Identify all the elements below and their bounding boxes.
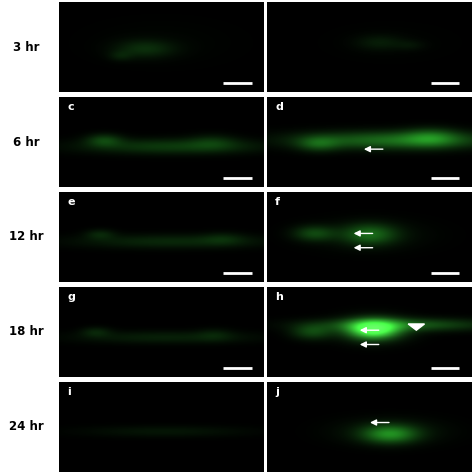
Text: 18 hr: 18 hr (9, 326, 44, 338)
Text: 12 hr: 12 hr (9, 230, 44, 244)
Text: j: j (275, 387, 279, 397)
Text: i: i (67, 387, 71, 397)
Text: c: c (67, 102, 74, 112)
Text: 3 hr: 3 hr (13, 40, 40, 54)
Text: g: g (67, 292, 75, 302)
Text: 24 hr: 24 hr (9, 420, 44, 434)
Text: f: f (275, 197, 280, 207)
Text: d: d (275, 102, 283, 112)
Polygon shape (408, 324, 425, 330)
Text: 6 hr: 6 hr (13, 136, 40, 148)
Text: e: e (67, 197, 75, 207)
Text: h: h (275, 292, 283, 302)
